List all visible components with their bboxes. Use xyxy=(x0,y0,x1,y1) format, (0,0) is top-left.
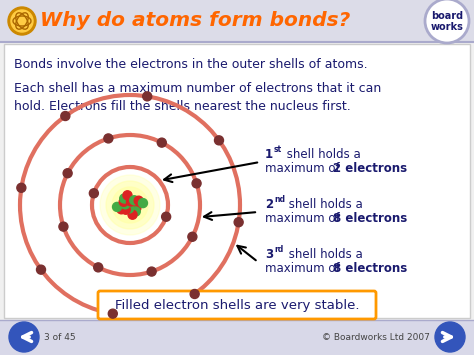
Circle shape xyxy=(17,183,26,192)
Circle shape xyxy=(108,309,117,318)
Text: 2 electrons: 2 electrons xyxy=(333,162,407,175)
Text: Bonds involve the electrons in the outer shells of atoms.: Bonds involve the electrons in the outer… xyxy=(14,58,368,71)
Circle shape xyxy=(192,179,201,188)
Text: 8 electrons: 8 electrons xyxy=(333,212,407,225)
Text: board: board xyxy=(431,11,463,21)
Circle shape xyxy=(120,194,129,203)
Text: shell holds a: shell holds a xyxy=(285,198,363,211)
FancyBboxPatch shape xyxy=(4,44,470,318)
Circle shape xyxy=(119,197,128,206)
FancyBboxPatch shape xyxy=(98,291,376,319)
Text: Filled electron shells are very stable.: Filled electron shells are very stable. xyxy=(115,299,359,311)
Circle shape xyxy=(94,263,103,272)
Text: Each shell has a maximum number of electrons that it can
hold. Electrons fill th: Each shell has a maximum number of elect… xyxy=(14,82,381,113)
Circle shape xyxy=(121,200,130,209)
Circle shape xyxy=(130,196,139,205)
Circle shape xyxy=(130,201,139,210)
Text: 1: 1 xyxy=(265,148,273,161)
Circle shape xyxy=(132,204,141,213)
Text: rd: rd xyxy=(274,245,283,254)
Text: © Boardworks Ltd 2007: © Boardworks Ltd 2007 xyxy=(322,333,430,342)
Text: maximum of: maximum of xyxy=(265,262,343,275)
Circle shape xyxy=(123,191,132,200)
Circle shape xyxy=(190,289,199,299)
Circle shape xyxy=(63,169,72,178)
FancyBboxPatch shape xyxy=(0,320,474,355)
Text: maximum of: maximum of xyxy=(265,162,343,175)
Text: 8 electrons: 8 electrons xyxy=(333,262,407,275)
Circle shape xyxy=(127,197,136,206)
Circle shape xyxy=(234,218,243,227)
Circle shape xyxy=(425,0,469,43)
Circle shape xyxy=(435,322,465,352)
Circle shape xyxy=(117,205,126,214)
Circle shape xyxy=(106,181,154,229)
Circle shape xyxy=(188,232,197,241)
Circle shape xyxy=(215,136,224,145)
Text: maximum of: maximum of xyxy=(265,212,343,225)
Text: Why do atoms form bonds?: Why do atoms form bonds? xyxy=(40,11,350,31)
Text: st: st xyxy=(274,145,282,154)
Circle shape xyxy=(147,267,156,276)
Circle shape xyxy=(104,134,113,143)
Text: nd: nd xyxy=(274,195,285,204)
Circle shape xyxy=(138,198,147,208)
Circle shape xyxy=(128,210,137,219)
Circle shape xyxy=(100,175,160,235)
Circle shape xyxy=(162,212,171,221)
Circle shape xyxy=(36,265,46,274)
Text: works: works xyxy=(430,22,464,32)
Circle shape xyxy=(9,322,39,352)
Text: 3: 3 xyxy=(265,248,273,261)
Circle shape xyxy=(61,111,70,120)
Circle shape xyxy=(59,222,68,231)
FancyBboxPatch shape xyxy=(0,0,474,42)
Circle shape xyxy=(8,7,36,35)
Circle shape xyxy=(157,138,166,147)
Circle shape xyxy=(112,202,121,211)
Text: 3 of 45: 3 of 45 xyxy=(44,333,76,342)
Text: shell holds a: shell holds a xyxy=(285,248,363,261)
Circle shape xyxy=(131,207,140,216)
Circle shape xyxy=(125,204,134,213)
Circle shape xyxy=(121,205,130,214)
Text: shell holds a: shell holds a xyxy=(283,148,361,161)
Circle shape xyxy=(112,187,148,223)
Circle shape xyxy=(143,92,152,101)
Text: 2: 2 xyxy=(265,198,273,211)
Circle shape xyxy=(134,196,143,205)
Circle shape xyxy=(11,10,33,32)
Circle shape xyxy=(90,189,99,198)
